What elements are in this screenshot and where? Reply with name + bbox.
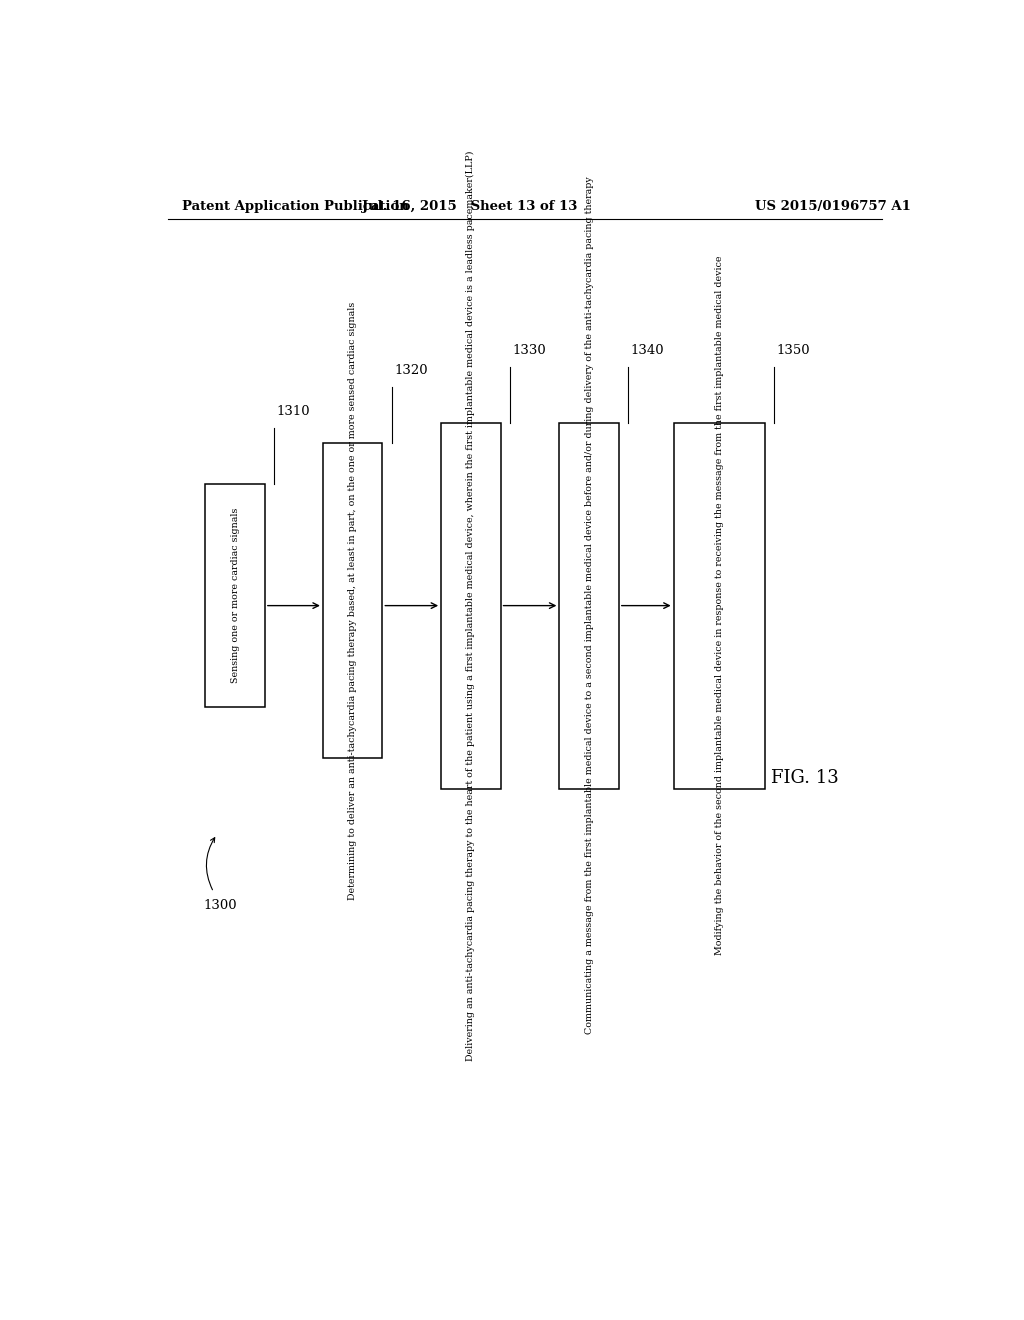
Text: Patent Application Publication: Patent Application Publication bbox=[182, 199, 409, 213]
Text: Determining to deliver an anti-tachycardia pacing therapy based, at least in par: Determining to deliver an anti-tachycard… bbox=[348, 301, 357, 900]
Text: 1310: 1310 bbox=[276, 405, 310, 417]
Bar bbox=[559, 422, 618, 788]
Bar bbox=[323, 444, 382, 758]
Text: Communicating a message from the first implantable medical device to a second im: Communicating a message from the first i… bbox=[585, 177, 594, 1035]
Text: Jul. 16, 2015   Sheet 13 of 13: Jul. 16, 2015 Sheet 13 of 13 bbox=[361, 199, 577, 213]
Text: 1350: 1350 bbox=[777, 343, 810, 356]
Bar bbox=[206, 483, 265, 708]
Text: Sensing one or more cardiac signals: Sensing one or more cardiac signals bbox=[230, 508, 240, 684]
Text: US 2015/0196757 A1: US 2015/0196757 A1 bbox=[755, 199, 910, 213]
Text: Delivering an anti-tachycardia pacing therapy to the heart of the patient using : Delivering an anti-tachycardia pacing th… bbox=[466, 150, 475, 1061]
Text: 1300: 1300 bbox=[204, 899, 237, 912]
Bar bbox=[441, 422, 501, 788]
Text: 1340: 1340 bbox=[631, 343, 665, 356]
Text: Modifying the behavior of the second implantable medical device in response to r: Modifying the behavior of the second imp… bbox=[715, 256, 724, 956]
Text: FIG. 13: FIG. 13 bbox=[771, 770, 839, 788]
Text: 1330: 1330 bbox=[512, 343, 546, 356]
Text: 1320: 1320 bbox=[394, 364, 428, 378]
Bar bbox=[674, 422, 765, 788]
